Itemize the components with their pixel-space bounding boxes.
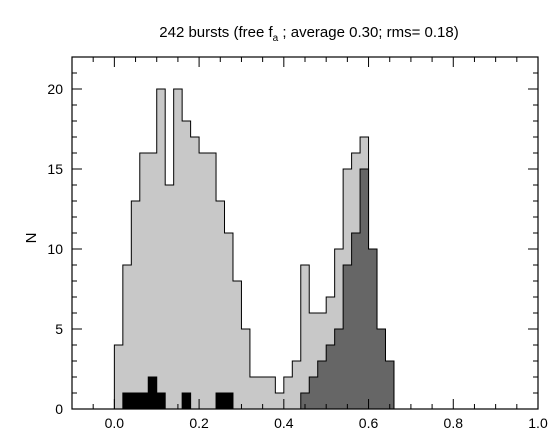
high-fa-bursts-bar-9 bbox=[377, 329, 386, 409]
all-bursts-bar-17 bbox=[258, 377, 267, 409]
all-bursts-bar-2 bbox=[131, 201, 140, 409]
all-bursts-bar-14 bbox=[232, 281, 242, 409]
y-axis-label: N bbox=[23, 233, 40, 244]
all-bursts-bar-5 bbox=[156, 89, 166, 409]
chart-title: 242 bursts (free fa ; average 0.30; rms=… bbox=[72, 24, 546, 44]
all-bursts-bar-16 bbox=[249, 377, 259, 409]
selected-bursts-bar-7 bbox=[182, 393, 191, 409]
all-bursts-bar-23 bbox=[309, 313, 318, 409]
high-fa-bursts-bar-1 bbox=[309, 377, 318, 409]
x-tick-label: 0.6 bbox=[359, 415, 379, 431]
high-fa-bursts-bar-7 bbox=[360, 169, 369, 409]
high-fa-bursts-bar-0 bbox=[300, 393, 310, 409]
selected-bursts-bar-11 bbox=[216, 393, 225, 409]
high-fa-bursts-bar-8 bbox=[368, 249, 378, 409]
axes-frame: 0.0 0.2 0.4 0.6 0.8 1.0 0 5 10 15 20 bbox=[47, 56, 548, 431]
title-suffix: ; average 0.30; rms= 0.18) bbox=[278, 24, 459, 41]
all-bursts-bar-15 bbox=[241, 329, 250, 409]
x-tick-label: 1.0 bbox=[528, 415, 548, 431]
selected-bursts-bar-0 bbox=[122, 393, 132, 409]
y-tick-label: 0 bbox=[55, 401, 63, 417]
high-fa-bursts-bar-2 bbox=[317, 361, 327, 409]
all-bursts-bar-4 bbox=[148, 153, 157, 409]
selected-bursts-bar-3 bbox=[148, 377, 157, 409]
all-bursts-bar-0 bbox=[114, 345, 123, 409]
selected-bursts-bar-2 bbox=[139, 393, 149, 409]
all-bursts-bar-8 bbox=[182, 121, 191, 409]
y-tick-label: 5 bbox=[55, 321, 63, 337]
title-subscript: a bbox=[272, 33, 279, 44]
y-tick-label: 10 bbox=[47, 241, 63, 257]
all-bursts-bar-19 bbox=[275, 393, 284, 409]
all-bursts-outline bbox=[113, 88, 403, 410]
selected-bursts-bar-1 bbox=[131, 393, 140, 409]
all-bursts-bar-21 bbox=[292, 361, 301, 409]
high-fa-bursts-bar-5 bbox=[343, 265, 352, 409]
x-tick-label: 0.8 bbox=[444, 415, 464, 431]
all-bursts-bar-18 bbox=[266, 377, 276, 409]
high-fa-bursts-bar-6 bbox=[351, 233, 361, 409]
y-tick-label: 20 bbox=[47, 81, 63, 97]
all-bursts-bar-3 bbox=[139, 153, 149, 409]
all-bursts-bar-13 bbox=[224, 233, 233, 409]
all-bursts-bar-22 bbox=[300, 265, 310, 409]
x-tick-label: 0.4 bbox=[274, 415, 294, 431]
y-tick-label: 15 bbox=[47, 161, 63, 177]
high-fa-bursts-outline bbox=[300, 168, 395, 409]
all-bursts-bar-6 bbox=[165, 185, 174, 409]
all-bursts-bar-10 bbox=[199, 153, 208, 409]
selected-bursts-bar-12 bbox=[224, 393, 233, 409]
all-bursts-bar-1 bbox=[122, 265, 132, 409]
high-fa-bursts-bar-10 bbox=[385, 361, 394, 409]
all-bursts-bar-11 bbox=[207, 153, 217, 409]
x-tick-label: 0.0 bbox=[105, 415, 125, 431]
high-fa-bursts-bar-3 bbox=[326, 345, 335, 409]
all-bursts-bar-12 bbox=[216, 201, 225, 409]
all-bursts-bar-20 bbox=[283, 377, 293, 409]
x-tick-label: 0.2 bbox=[189, 415, 209, 431]
all-bursts-bar-9 bbox=[190, 137, 200, 409]
all-bursts-bar-7 bbox=[173, 89, 183, 409]
title-text: 242 bursts (free f bbox=[159, 24, 273, 41]
high-fa-bursts-bar-4 bbox=[334, 329, 344, 409]
selected-bursts-bar-4 bbox=[156, 393, 166, 409]
